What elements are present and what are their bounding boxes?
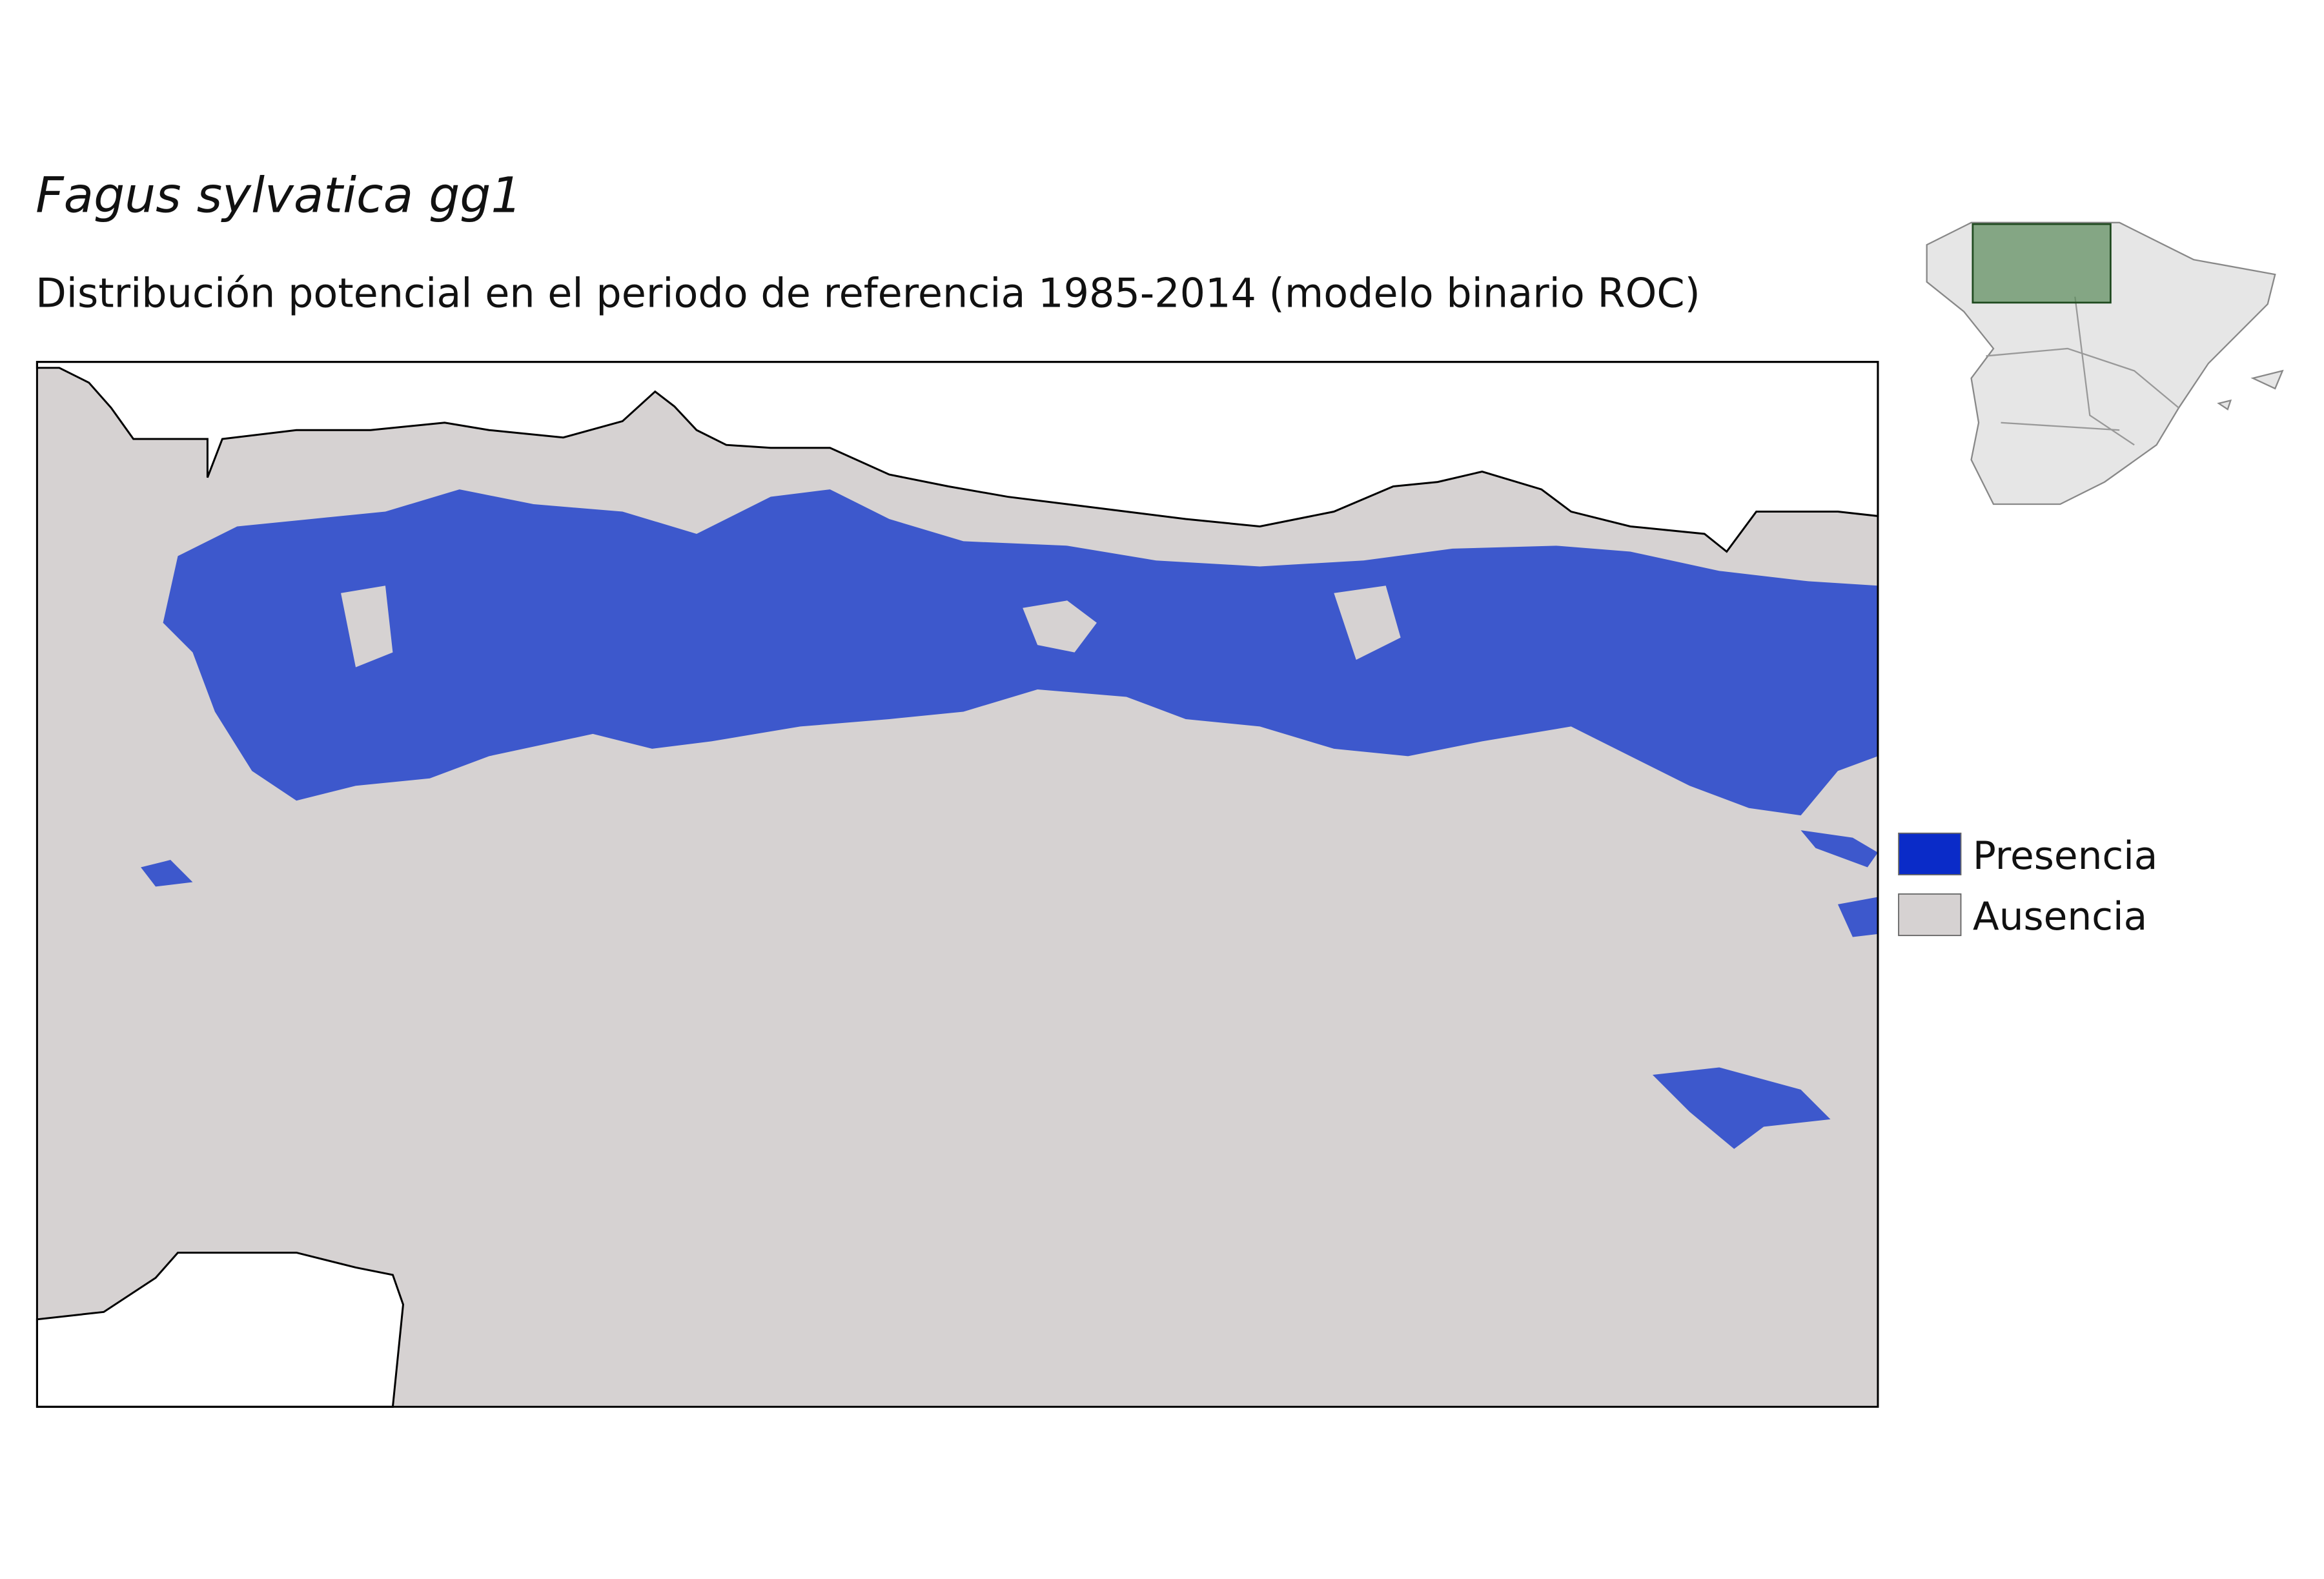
legend: Presencia Ausencia [1898,832,2158,939]
islands [2217,369,2284,411]
inset-map [1926,221,2284,505]
gap [1023,600,1097,653]
presence-patch [1837,897,1878,937]
main-map [36,361,1879,1408]
presence-band [163,489,1878,816]
legend-swatch [1898,832,1962,875]
presence-area [141,489,1878,1149]
extent-box [1972,223,2112,304]
map-frame [36,361,1879,1408]
absence-gaps [341,586,1401,667]
region-borders [1986,296,2179,446]
presence-patch [141,860,193,887]
gap [341,586,393,667]
legend-swatch [1898,893,1962,937]
legend-label: Ausencia [1973,895,2147,939]
portugal [36,1251,405,1408]
presence-patch [1652,1067,1831,1149]
title: Fagus sylvatica gg1 [36,167,522,224]
gap [1334,586,1401,660]
subtitle: Distribución potencial en el periodo de … [36,270,1700,317]
presence-patch [1800,830,1878,868]
sea [36,361,1879,553]
legend-label: Presencia [1973,834,2158,879]
